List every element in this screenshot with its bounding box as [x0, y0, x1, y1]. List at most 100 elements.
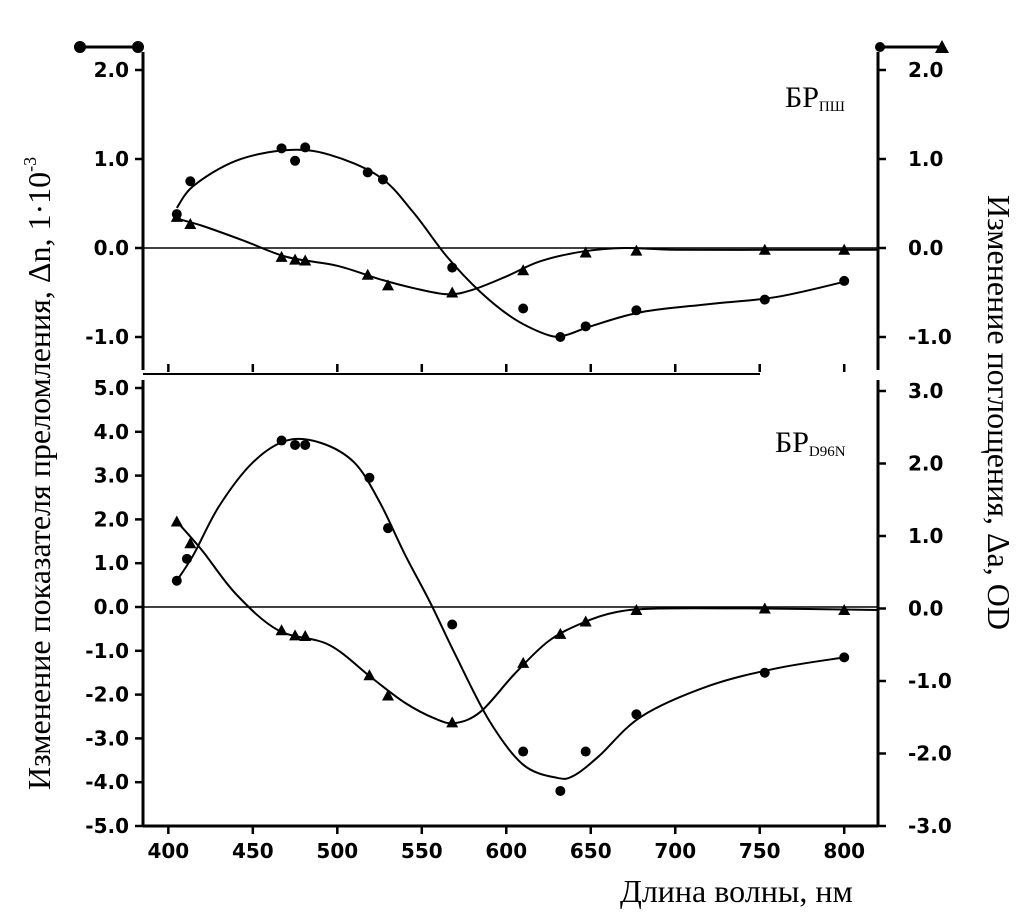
data-point-circle-bottom — [518, 746, 529, 757]
right-tick-label-bottom: -1.0 — [908, 669, 952, 693]
data-point-circle-bottom — [181, 553, 192, 564]
data-point-triangle-top — [579, 246, 592, 258]
left-tick-label-bottom: -4.0 — [85, 770, 129, 794]
right-tick-label-top: 1.0 — [908, 147, 943, 171]
data-point-circle-top — [518, 303, 529, 314]
data-point-circle-bottom — [364, 472, 375, 483]
left-tick-label-top: 0.0 — [94, 236, 129, 260]
data-point-circle-top — [290, 155, 301, 166]
right-tick-label-bottom: 0.0 — [908, 597, 943, 621]
data-point-triangle-bottom — [184, 537, 197, 549]
legend-right-triangle-series — [875, 40, 949, 53]
right-tick-label-bottom: 2.0 — [908, 452, 943, 476]
data-point-triangle-bottom — [838, 603, 851, 615]
data-point-triangle-top — [630, 244, 643, 256]
left-tick-label-bottom: 2.0 — [94, 507, 129, 531]
data-point-circle-bottom — [759, 667, 770, 678]
right-tick-label-top: -1.0 — [908, 325, 952, 349]
x-tick-label-bottom: 700 — [654, 839, 696, 863]
data-point-triangle-top — [170, 210, 183, 222]
data-point-triangle-bottom — [382, 689, 394, 701]
x-tick-label-bottom: 550 — [401, 839, 443, 863]
legend-circle-marker — [132, 41, 144, 53]
data-point-circle-top — [185, 176, 196, 187]
legend-triangle-marker — [935, 40, 949, 53]
left-tick-label-top: 1.0 — [94, 147, 129, 171]
data-point-triangle-bottom — [170, 515, 183, 527]
series-curve-circle-top — [175, 148, 845, 338]
x-tick-label-bottom: 650 — [570, 839, 612, 863]
data-point-triangle-top — [758, 243, 771, 255]
right-axis-title: Изменение поглощения, Δa, OD — [981, 195, 1017, 630]
data-point-circle-bottom — [383, 523, 393, 534]
data-point-circle-bottom — [839, 652, 850, 663]
left-tick-label-top: -1.0 — [85, 325, 129, 349]
right-tick-label-bottom: -2.0 — [908, 742, 952, 766]
data-point-circle-bottom — [447, 619, 458, 630]
right-tick-label-top: 2.0 — [908, 58, 943, 82]
data-point-triangle-top — [275, 250, 288, 262]
right-tick-label-bottom: 1.0 — [908, 524, 943, 548]
curves — [175, 148, 879, 780]
axes-frame — [141, 52, 880, 828]
data-point-circle-top — [555, 332, 566, 342]
data-point-triangle-top — [838, 243, 851, 255]
data-point-circle-bottom — [171, 575, 182, 586]
data-point-triangle-bottom — [579, 615, 592, 627]
data-point-circle-bottom — [290, 439, 301, 450]
x-tick-label-bottom: 400 — [147, 839, 189, 863]
data-point-circle-bottom — [555, 785, 566, 796]
data-point-circle-top — [839, 275, 850, 286]
data-point-circle-bottom — [300, 439, 311, 450]
data-point-triangle-bottom — [554, 627, 567, 639]
data-point-triangle-top — [517, 264, 530, 276]
data-point-circle-top — [276, 143, 287, 154]
data-point-circle-top — [362, 167, 373, 178]
x-axis-title: Длина волны, нм — [620, 873, 853, 909]
data-point-triangle-top — [446, 286, 459, 298]
tick-labels: 2.0 1.0 0.0 -1.0 2.0 1.0 0.0 -1.0 5.0 4.0 3.0 2.0 1.… — [85, 58, 951, 863]
left-tick-label-bottom: 1.0 — [94, 551, 129, 575]
data-point-triangle-top — [299, 254, 312, 266]
data-point-circle-top — [300, 142, 311, 153]
panel-label-top: БРПШ — [785, 81, 845, 115]
data-point-triangle-bottom — [275, 624, 288, 636]
left-tick-label-bottom: -2.0 — [85, 683, 129, 707]
data-point-circle-bottom — [276, 435, 287, 446]
left-tick-label-bottom: -3.0 — [85, 726, 129, 750]
data-markers — [170, 142, 851, 796]
left-tick-label-top: 2.0 — [94, 58, 129, 82]
data-point-triangle-bottom — [758, 602, 771, 614]
data-point-triangle-top — [361, 268, 374, 280]
data-point-triangle-bottom — [363, 669, 376, 681]
x-tick-label-bottom: 750 — [739, 839, 781, 863]
x-tick-label-bottom: 800 — [823, 839, 865, 863]
data-point-circle-top — [631, 305, 642, 316]
data-point-triangle-bottom — [289, 629, 302, 641]
zero-lines — [143, 247, 878, 608]
data-point-circle-top — [377, 174, 388, 185]
x-tick-label-bottom: 450 — [232, 839, 274, 863]
data-point-triangle-top — [382, 279, 394, 291]
data-point-triangle-top — [289, 253, 302, 265]
series-curve-triangle-bottom — [176, 520, 879, 725]
panel-label-bottom: БРD96N — [775, 426, 846, 460]
right-tick-label-bottom: -3.0 — [908, 814, 952, 838]
right-tick-label-bottom: 3.0 — [908, 379, 943, 403]
series-curve-triangle-top — [176, 217, 878, 296]
left-tick-label-bottom: 3.0 — [94, 464, 129, 488]
data-point-triangle-top — [184, 217, 197, 229]
legend-left-circle-series — [74, 41, 144, 53]
data-point-circle-top — [447, 262, 458, 273]
legend-circle-marker — [875, 42, 885, 52]
data-point-triangle-bottom — [630, 603, 643, 615]
x-tick-label-bottom: 600 — [485, 839, 527, 863]
data-point-triangle-bottom — [299, 630, 312, 642]
x-tick-label-bottom: 500 — [316, 839, 358, 863]
left-tick-label-bottom: -1.0 — [85, 639, 129, 663]
left-tick-label-bottom: 5.0 — [94, 376, 129, 400]
left-tick-label-bottom: 0.0 — [94, 595, 129, 619]
right-tick-label-top: 0.0 — [908, 236, 943, 260]
left-tick-label-bottom: 4.0 — [94, 420, 129, 444]
